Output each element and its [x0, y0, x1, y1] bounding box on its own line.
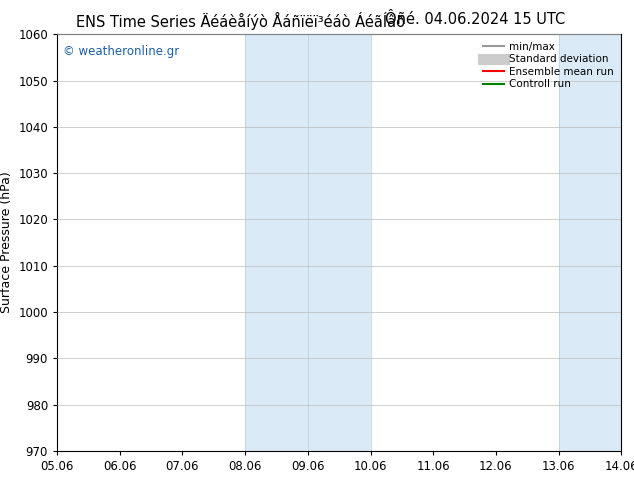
Text: ENS Time Series Äéáèåíýò Åáñïëï³éáò ÁéãÍâð: ENS Time Series Äéáèåíýò Åáñïëï³éáò ÁéãÍ… [77, 12, 405, 30]
Legend: min/max, Standard deviation, Ensemble mean run, Controll run: min/max, Standard deviation, Ensemble me… [479, 37, 618, 94]
Bar [245, 34, 370, 451]
Y-axis label: Surface Pressure (hPa): Surface Pressure (hPa) [0, 172, 13, 314]
Bar [559, 34, 621, 451]
Text: © weatheronline.gr: © weatheronline.gr [63, 45, 179, 58]
Text: Ôñé. 04.06.2024 15 UTC: Ôñé. 04.06.2024 15 UTC [385, 12, 566, 27]
